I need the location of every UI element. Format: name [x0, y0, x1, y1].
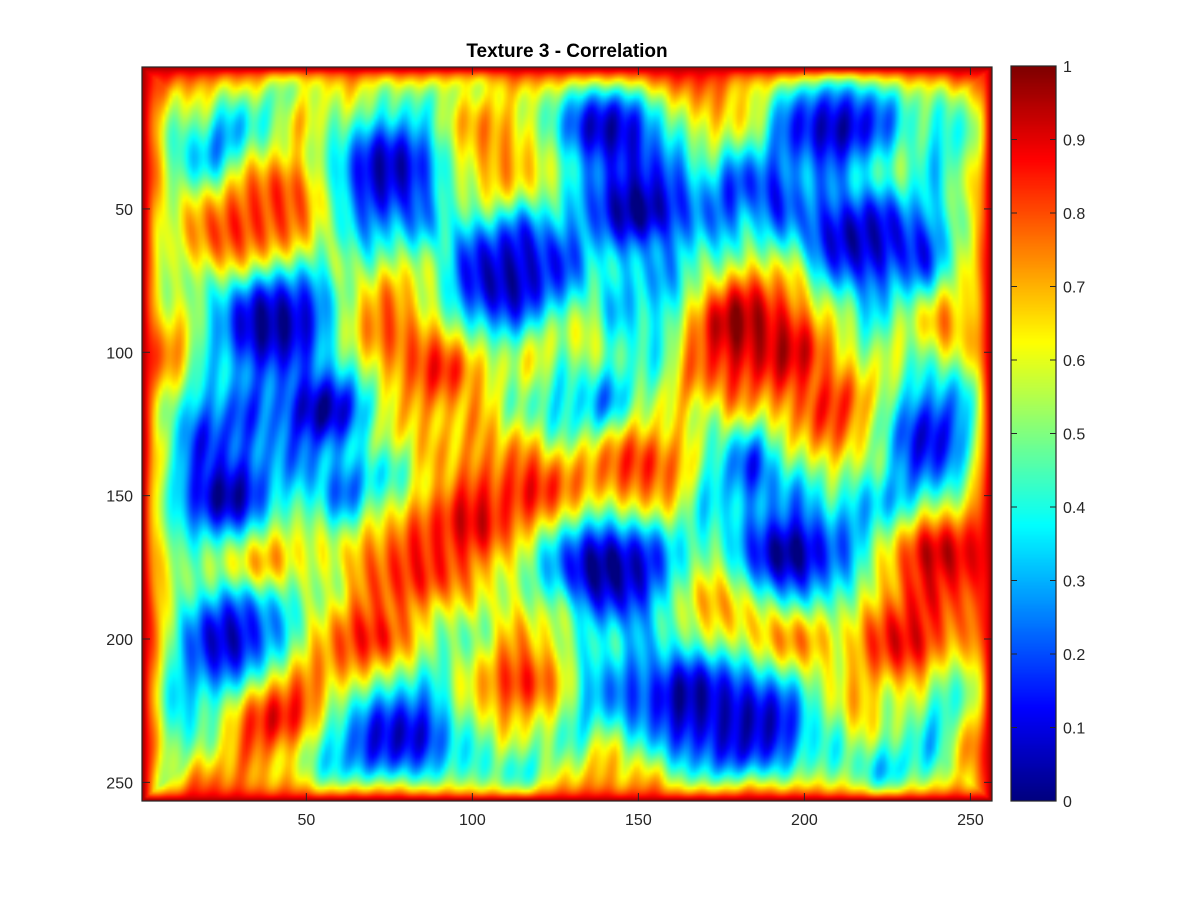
colorbar-tick-label: 0 [1063, 794, 1072, 811]
y-tick-label: 50 [115, 202, 133, 219]
colorbar-tick-label: 0.1 [1063, 721, 1085, 738]
colorbar-tick-label: 0.4 [1063, 500, 1085, 517]
y-axis-ticks: 50 100 150 200 250 [106, 202, 992, 792]
x-tick-label: 50 [297, 812, 315, 829]
heatmap-image [142, 67, 992, 801]
y-tick-label: 250 [106, 775, 133, 792]
colorbar-tick-label: 0.6 [1063, 353, 1085, 370]
colorbar-tick-label: 0.8 [1063, 206, 1085, 223]
x-tick-label: 250 [957, 812, 984, 829]
y-tick-label: 150 [106, 489, 133, 506]
y-tick-label: 100 [106, 345, 133, 362]
colorbar-tick-label: 0.3 [1063, 574, 1085, 591]
colorbar-tick-label: 0.9 [1063, 133, 1085, 150]
colorbar-tick-label: 1 [1063, 59, 1072, 76]
y-tick-label: 200 [106, 632, 133, 649]
x-axis-ticks: 50 100 150 200 250 [297, 67, 984, 829]
chart-title: Texture 3 - Correlation [466, 41, 667, 62]
plot-frame [141, 66, 993, 802]
colorbar-tick-label: 0.5 [1063, 427, 1085, 444]
colorbar-ticks: 0 0.1 0.2 0.3 0.4 0.5 0.6 0.7 0.8 0.9 1 [1011, 59, 1085, 811]
colorbar-image [1011, 66, 1056, 801]
colorbar-tick-label: 0.2 [1063, 647, 1085, 664]
colorbar-tick-label: 0.7 [1063, 280, 1085, 297]
x-tick-label: 100 [459, 812, 486, 829]
x-tick-label: 200 [791, 812, 818, 829]
x-tick-label: 150 [625, 812, 652, 829]
